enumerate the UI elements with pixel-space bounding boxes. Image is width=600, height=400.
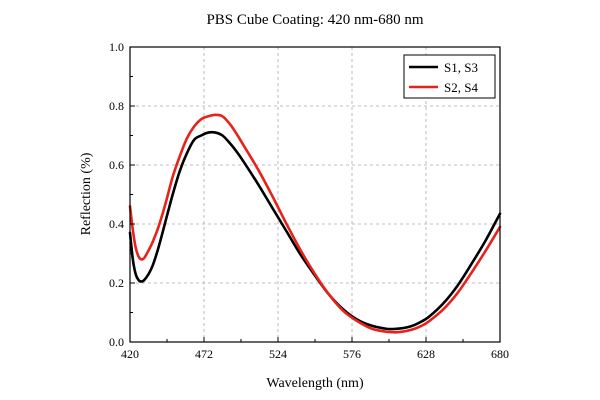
- y-tick-label: 0.6: [109, 158, 124, 172]
- chart-title: PBS Cube Coating: 420 nm-680 nm: [206, 12, 423, 28]
- x-tick-label: 472: [195, 347, 213, 361]
- y-tick-label: 1.0: [109, 40, 124, 54]
- y-tick-label: 0.2: [109, 276, 124, 290]
- legend-label-s2-s4: S2, S4: [444, 80, 478, 95]
- series-layer: [128, 113, 502, 334]
- x-tick-label: 680: [491, 347, 509, 361]
- legend-label-s1-s3: S1, S3: [444, 60, 478, 75]
- y-tick-label: 0.0: [109, 335, 124, 349]
- x-axis-ticks: 420 472 524 576 628 680: [121, 337, 509, 361]
- x-tick-label: 524: [269, 347, 287, 361]
- y-axis-ticks: 0.0 0.2 0.4 0.6 0.8 1.0: [109, 40, 135, 349]
- x-tick-label: 628: [417, 347, 435, 361]
- x-tick-label: 576: [343, 347, 361, 361]
- y-tick-label: 0.8: [109, 99, 124, 113]
- y-axis-title: Reflection (%): [79, 152, 94, 235]
- series-line-s1-s3: [128, 130, 502, 331]
- series-line-s2-s4: [128, 113, 502, 334]
- legend-box: [403, 54, 496, 99]
- y-tick-label: 0.4: [109, 217, 124, 231]
- legend: S1, S3 S2, S4: [403, 54, 496, 99]
- x-axis-title: Wavelength (nm): [266, 376, 364, 391]
- x-tick-label: 420: [121, 347, 139, 361]
